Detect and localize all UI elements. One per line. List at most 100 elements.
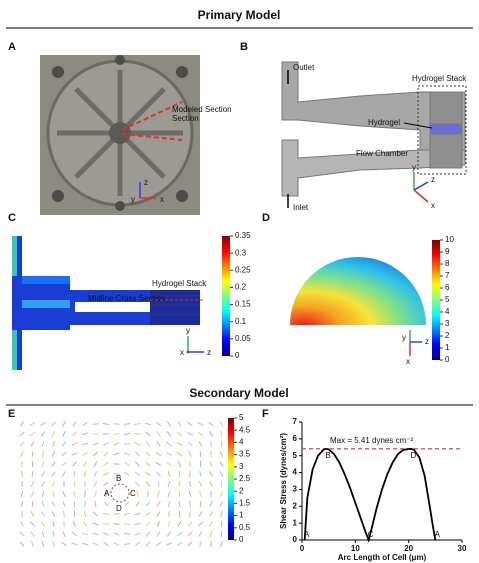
vector (50, 421, 57, 427)
tick-label: 4 (445, 307, 450, 316)
vector (52, 490, 55, 498)
vector (136, 490, 139, 498)
vector (30, 541, 35, 547)
vector (52, 440, 55, 448)
vector (62, 491, 66, 497)
y-tick-label: 0 (293, 535, 298, 544)
vector (145, 511, 151, 517)
vector (220, 440, 223, 448)
vector (71, 431, 78, 437)
vector (93, 461, 98, 467)
vector (40, 422, 46, 426)
vector (94, 500, 97, 508)
vector (134, 541, 141, 547)
vector (73, 490, 76, 498)
tick-label: 0 (445, 355, 450, 364)
vector (20, 521, 24, 527)
y-axis-label: Shear Stress (dynes/cm²) (279, 433, 288, 529)
vector (197, 422, 204, 426)
vector (113, 522, 120, 526)
axis-letter: y (402, 333, 406, 342)
vector (167, 520, 171, 528)
x-tick-label: 30 (458, 544, 467, 553)
vector (155, 421, 162, 427)
vector (71, 452, 78, 456)
vector (51, 431, 56, 437)
flow-field (12, 236, 200, 370)
vector (155, 541, 162, 547)
vector (219, 501, 224, 507)
vector (41, 460, 45, 468)
tick-label: 8 (445, 259, 450, 268)
vector (123, 423, 131, 425)
vector (81, 532, 89, 536)
vector (93, 491, 98, 497)
vector (220, 490, 223, 498)
vector (51, 501, 56, 507)
vector (176, 542, 183, 546)
vector (134, 522, 141, 526)
vector (188, 451, 192, 457)
vector (219, 471, 224, 477)
vector (84, 470, 86, 478)
vector (93, 481, 98, 487)
vector (219, 461, 224, 467)
vector (31, 450, 34, 458)
vector (176, 431, 183, 437)
vector (155, 462, 162, 466)
annotation: Section (172, 114, 199, 123)
vector (177, 461, 182, 467)
axis-letter: z (207, 348, 211, 357)
vector (40, 431, 46, 437)
vector (29, 431, 36, 437)
vector (73, 521, 76, 527)
vector (145, 541, 151, 547)
vector (187, 421, 193, 427)
vector (72, 461, 77, 467)
y-tick-label: 1 (293, 518, 298, 527)
vector (157, 480, 160, 488)
vector (83, 461, 87, 467)
vector (51, 511, 56, 517)
panel-label: E (8, 408, 15, 420)
vector (209, 460, 213, 468)
vector (19, 541, 25, 547)
tick-label: 6 (445, 283, 450, 292)
axis-letter: y (131, 195, 135, 204)
vector (103, 481, 109, 487)
vector (145, 441, 151, 447)
vector (157, 521, 160, 527)
vector (167, 500, 171, 508)
vector (102, 422, 110, 426)
vector (62, 471, 66, 477)
vector (41, 501, 45, 507)
point-label: A (304, 530, 310, 539)
vector (156, 511, 161, 517)
vector (166, 452, 172, 456)
axis-letter: x (406, 357, 410, 366)
vector (30, 521, 35, 527)
vector (82, 421, 88, 427)
tick-label: 3 (239, 462, 244, 471)
vector (156, 431, 161, 437)
vector (113, 472, 120, 476)
vector (145, 501, 151, 507)
vector (187, 432, 193, 436)
vector (51, 541, 56, 547)
vector (51, 451, 56, 457)
vector (52, 530, 55, 538)
vector (187, 441, 193, 447)
vector (198, 511, 203, 517)
vector (219, 451, 224, 457)
annotation: Max = 5.41 dynes cm⁻² (330, 436, 413, 445)
vector (104, 490, 108, 498)
vector (82, 521, 88, 527)
vector (209, 481, 213, 487)
vector (84, 500, 86, 508)
vector (92, 511, 99, 517)
vector (41, 540, 45, 548)
vector (187, 521, 193, 527)
vector (30, 531, 35, 537)
panel-label: D (262, 212, 270, 224)
